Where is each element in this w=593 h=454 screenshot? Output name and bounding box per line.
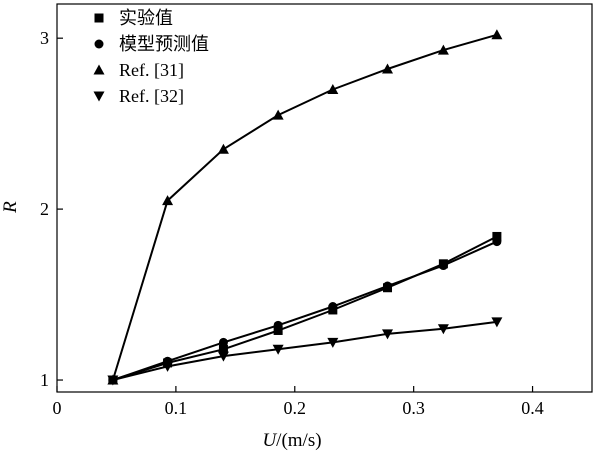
data-point-series-4 — [491, 317, 503, 328]
data-point-series-4 — [217, 351, 229, 362]
data-point-series-3 — [437, 44, 449, 55]
data-point-series-1 — [273, 325, 283, 335]
data-point-series-4 — [107, 375, 119, 386]
x-tick-label: 0.1 — [165, 398, 188, 418]
x-tick-label: 0.3 — [402, 398, 425, 418]
data-markers — [107, 29, 503, 386]
y-tick-label: 2 — [40, 199, 49, 219]
data-point-series-1 — [218, 344, 228, 354]
series-line-1 — [112, 235, 498, 381]
legend-label-1: 实验值 — [119, 8, 173, 28]
data-point-series-1 — [492, 231, 502, 241]
data-point-series-2 — [492, 237, 502, 247]
legend-marker-1 — [94, 13, 104, 23]
data-point-series-3 — [327, 83, 339, 94]
legend-label-2: 模型预测值 — [119, 34, 209, 54]
data-point-series-4 — [162, 361, 174, 372]
series-line-2 — [112, 240, 498, 381]
data-point-series-4 — [382, 329, 394, 340]
axis-ticks: 0 0.1 0.2 0.3 0.4 1 2 3 — [40, 28, 544, 418]
data-point-series-2 — [328, 302, 338, 312]
data-point-series-2 — [383, 281, 393, 291]
data-point-series-3 — [272, 109, 284, 120]
x-axis-label: U/(m/s) — [262, 430, 321, 451]
y-tick-label: 3 — [40, 28, 49, 48]
series-line-3 — [111, 33, 498, 381]
x-axis-label-unit: /(m/s) — [276, 430, 321, 451]
data-point-series-3 — [162, 195, 174, 206]
data-point-series-2 — [273, 320, 283, 330]
legend-marker-2 — [94, 39, 104, 49]
series-line-4 — [112, 320, 498, 381]
x-axis-label-var: U — [262, 430, 277, 451]
data-point-series-2 — [438, 261, 448, 271]
plot-frame — [56, 3, 593, 393]
data-point-series-3 — [491, 29, 503, 40]
data-point-series-2 — [218, 337, 228, 347]
series-lines — [111, 33, 498, 381]
x-tick-label: 0 — [53, 398, 62, 418]
data-point-series-3 — [217, 143, 229, 154]
data-point-series-3 — [382, 63, 394, 74]
legend-label-3: Ref. [31] — [119, 60, 184, 80]
legend-marker-3 — [93, 64, 105, 75]
data-point-series-4 — [272, 344, 284, 355]
data-point-series-4 — [437, 324, 449, 335]
x-tick-label: 0.4 — [521, 398, 544, 418]
legend-marker-4 — [93, 91, 105, 102]
data-point-series-4 — [327, 337, 339, 348]
y-tick-label: 1 — [40, 370, 49, 390]
legend-label-4: Ref. [32] — [119, 86, 184, 106]
x-tick-label: 0.2 — [284, 398, 307, 418]
y-axis-label: R — [0, 201, 21, 214]
